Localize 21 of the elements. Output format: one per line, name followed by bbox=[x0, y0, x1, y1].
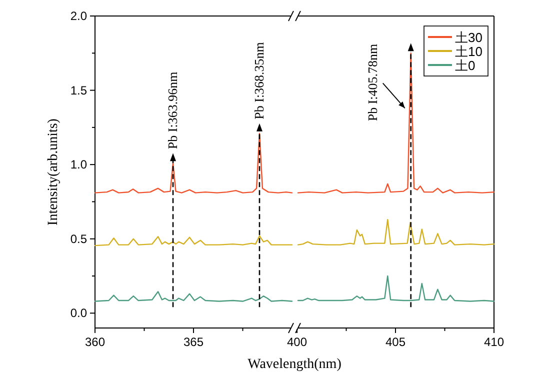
x-tick-label: 360 bbox=[84, 335, 106, 349]
x-tick-label: 400 bbox=[286, 335, 308, 349]
ref-line-label: Pb I:363.96nm bbox=[165, 72, 180, 150]
line-series bbox=[94, 235, 293, 246]
x-axis-title: Wavelength(nm) bbox=[248, 357, 342, 372]
x-tick-label: 405 bbox=[385, 335, 406, 349]
x-tick-label: 365 bbox=[183, 335, 204, 349]
y-tick-label: 0.5 bbox=[70, 232, 88, 246]
line-series bbox=[94, 291, 293, 302]
legend-label: 土0 bbox=[455, 58, 476, 73]
y-axis-title: Intensity(arb.units) bbox=[46, 118, 61, 226]
y-tick-label: 1.5 bbox=[70, 83, 88, 98]
y-tick-label: 2.0 bbox=[70, 9, 88, 23]
y-tick-label: 0.0 bbox=[70, 306, 88, 320]
ref-line-label: Pb I:368.35nm bbox=[251, 42, 266, 120]
y-tick-label: 1.0 bbox=[70, 158, 88, 172]
ref-line-label: Pb I:405.78nm bbox=[364, 44, 380, 122]
line-series bbox=[94, 132, 293, 194]
legend-label: 土30 bbox=[455, 30, 482, 45]
x-tick-label: 410 bbox=[484, 335, 504, 349]
legend-label: 土10 bbox=[455, 44, 482, 59]
